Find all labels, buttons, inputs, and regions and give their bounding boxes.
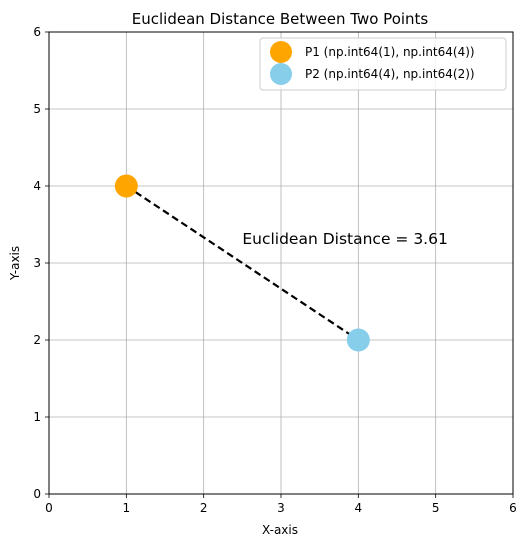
y-tick-label: 4 bbox=[33, 179, 41, 193]
x-tick-label: 0 bbox=[45, 501, 53, 515]
y-axis-ticks: 0 1 2 3 4 5 6 bbox=[33, 25, 49, 501]
y-tick-label: 1 bbox=[33, 410, 41, 424]
x-tick-label: 2 bbox=[200, 501, 208, 515]
point-p2 bbox=[346, 328, 370, 352]
x-axis-label: X-axis bbox=[262, 523, 298, 537]
x-tick-label: 5 bbox=[432, 501, 440, 515]
y-tick-label: 3 bbox=[33, 256, 41, 270]
y-axis-label: Y-axis bbox=[8, 246, 22, 281]
x-tick-label: 1 bbox=[123, 501, 131, 515]
x-tick-label: 6 bbox=[509, 501, 517, 515]
distance-annotation: Euclidean Distance = 3.61 bbox=[242, 230, 448, 248]
y-tick-label: 0 bbox=[33, 487, 41, 501]
legend: P1 (np.int64(1), np.int64(4)) P2 (np.int… bbox=[259, 37, 507, 91]
connecting-line-layer bbox=[125, 185, 359, 341]
x-tick-label: 3 bbox=[277, 501, 285, 515]
y-tick-label: 2 bbox=[33, 333, 41, 347]
x-tick-label: 4 bbox=[355, 501, 363, 515]
data-points-layer bbox=[114, 174, 370, 352]
legend-label-p2: P2 (np.int64(4), np.int64(2)) bbox=[305, 67, 475, 81]
x-axis-ticks: 0 1 2 3 4 5 6 bbox=[45, 494, 517, 515]
y-tick-label: 6 bbox=[33, 25, 41, 39]
y-tick-label: 5 bbox=[33, 102, 41, 116]
legend-label-p1: P1 (np.int64(1), np.int64(4)) bbox=[305, 45, 475, 59]
chart-title: Euclidean Distance Between Two Points bbox=[132, 10, 429, 28]
legend-box bbox=[259, 37, 507, 91]
legend-marker-p1 bbox=[270, 41, 292, 63]
legend-marker-p2 bbox=[270, 63, 292, 85]
point-p1 bbox=[114, 174, 138, 198]
distance-line bbox=[125, 185, 359, 341]
